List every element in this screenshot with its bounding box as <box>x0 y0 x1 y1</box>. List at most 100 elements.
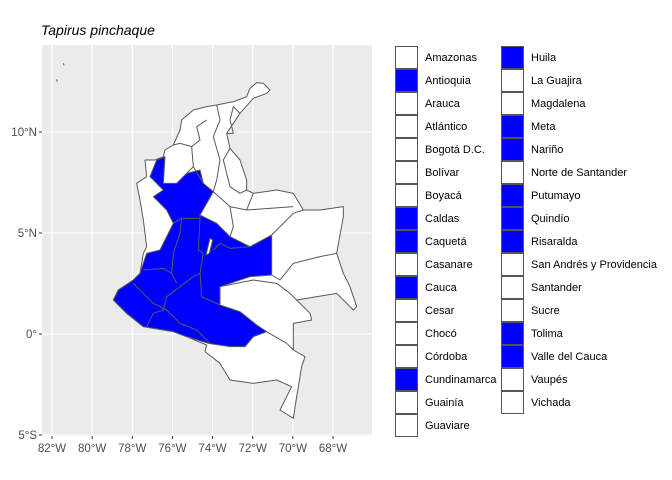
legend-label: Norte de Santander <box>531 166 628 179</box>
san-andres-islands <box>56 63 65 82</box>
legend-key-swatch <box>395 322 418 345</box>
y-tick-label: 5°N <box>18 228 37 240</box>
legend-key-swatch <box>501 276 524 299</box>
legend-label: Quindío <box>531 212 570 225</box>
legend-key-swatch <box>501 322 524 345</box>
legend-item: Cauca <box>395 276 457 299</box>
legend-item: Guainía <box>395 391 464 414</box>
legend-key-swatch <box>501 253 524 276</box>
legend-key-swatch <box>395 253 418 276</box>
legend-key-swatch <box>501 207 524 230</box>
legend-key-swatch <box>501 138 524 161</box>
legend-label: Sucre <box>531 304 560 317</box>
legend-label: Meta <box>531 120 556 133</box>
legend-item: Norte de Santander <box>501 161 627 184</box>
legend-key-swatch <box>501 391 524 414</box>
legend-key-swatch <box>501 230 524 253</box>
legend-item: Bolívar <box>395 161 459 184</box>
legend-item: Atlántico <box>395 115 467 138</box>
legend-label: Cesar <box>425 304 455 317</box>
legend-item: Boyacá <box>395 184 462 207</box>
legend-key-swatch <box>395 161 418 184</box>
legend-key-swatch <box>501 92 524 115</box>
legend-item: Meta <box>501 115 555 138</box>
x-tick-label: 74°W <box>198 443 226 455</box>
legend-label: Boyacá <box>425 189 462 202</box>
legend-item: Amazonas <box>395 46 477 69</box>
legend-label: Bolívar <box>425 166 460 179</box>
bogota-region <box>205 237 214 256</box>
legend-key-swatch <box>501 46 524 69</box>
legend-key-swatch <box>395 414 418 437</box>
legend-label: Guaviare <box>425 419 470 432</box>
legend-item: Santander <box>501 276 582 299</box>
legend-item: Vaupés <box>501 368 568 391</box>
legend-label: Cundinamarca <box>425 373 497 386</box>
legend-label: Córdoba <box>425 350 468 363</box>
legend-label: Vaupés <box>531 373 568 386</box>
legend-key-swatch <box>395 46 418 69</box>
legend-label: Magdalena <box>531 97 586 110</box>
legend-label: Caquetá <box>425 235 467 248</box>
legend-label: Valle del Cauca <box>531 350 608 363</box>
legend-key-swatch <box>395 138 418 161</box>
x-tick-label: 80°W <box>78 443 106 455</box>
legend-label: Cauca <box>425 281 457 294</box>
legend-label: Guainía <box>425 396 464 409</box>
legend-key-swatch <box>501 368 524 391</box>
legend-label: Antioquia <box>425 74 471 87</box>
presence-region <box>112 156 273 348</box>
legend-key-swatch <box>501 69 524 92</box>
legend-item: Córdoba <box>395 345 467 368</box>
legend-item: Antioquia <box>395 69 471 92</box>
legend-key-swatch <box>501 161 524 184</box>
y-tick-label: 10°N <box>11 127 37 139</box>
legend-item: Caquetá <box>395 230 467 253</box>
legend-label: Atlántico <box>425 120 468 133</box>
legend-key-swatch <box>501 299 524 322</box>
legend-key-swatch <box>501 115 524 138</box>
legend-key-swatch <box>395 69 418 92</box>
legend-item: Sucre <box>501 299 560 322</box>
legend-label: Arauca <box>425 97 460 110</box>
legend-key-swatch <box>395 345 418 368</box>
map-title: Tapirus pinchaque <box>41 22 155 38</box>
legend-label: Vichada <box>531 396 571 409</box>
legend-item: Casanare <box>395 253 473 276</box>
legend-item: La Guajira <box>501 69 582 92</box>
legend-label: Chocó <box>425 327 457 340</box>
legend-item: Quindío <box>501 207 570 230</box>
legend-label: Caldas <box>425 212 460 225</box>
legend-label: Casanare <box>425 258 473 271</box>
x-tick-label: 76°W <box>158 443 186 455</box>
legend-label: Bogotá D.C. <box>425 143 485 156</box>
legend-item: Cundinamarca <box>395 368 497 391</box>
legend-key-swatch <box>395 368 418 391</box>
legend-item: Nariño <box>501 138 563 161</box>
x-tick-label: 72°W <box>239 443 267 455</box>
y-tick-label: 5°S <box>18 430 37 442</box>
axes: 82°W 80°W 78°W 76°W 74°W 72°W 70°W 68°W 10°N 5°N 0… <box>11 127 347 455</box>
legend-label: Putumayo <box>531 189 581 202</box>
legend-item: Cesar <box>395 299 454 322</box>
legend-key-swatch <box>395 207 418 230</box>
legend-key-swatch <box>501 184 524 207</box>
legend-item: Bogotá D.C. <box>395 138 485 161</box>
legend-label: Tolima <box>531 327 563 340</box>
legend-label: Santander <box>531 281 582 294</box>
legend-key-swatch <box>395 299 418 322</box>
legend-item: Vichada <box>501 391 571 414</box>
legend-label: San Andrés y Providencia <box>531 258 657 271</box>
legend-key-swatch <box>501 345 524 368</box>
legend-label: Nariño <box>531 143 564 156</box>
legend-item: Caldas <box>395 207 459 230</box>
legend-label: Amazonas <box>425 51 477 64</box>
legend-item: San Andrés y Providencia <box>501 253 657 276</box>
legend-label: Risaralda <box>531 235 578 248</box>
legend-item: Chocó <box>395 322 457 345</box>
legend-item: Tolima <box>501 322 563 345</box>
x-tick-label: 82°W <box>38 443 66 455</box>
x-tick-label: 70°W <box>279 443 307 455</box>
x-tick-label: 68°W <box>319 443 347 455</box>
